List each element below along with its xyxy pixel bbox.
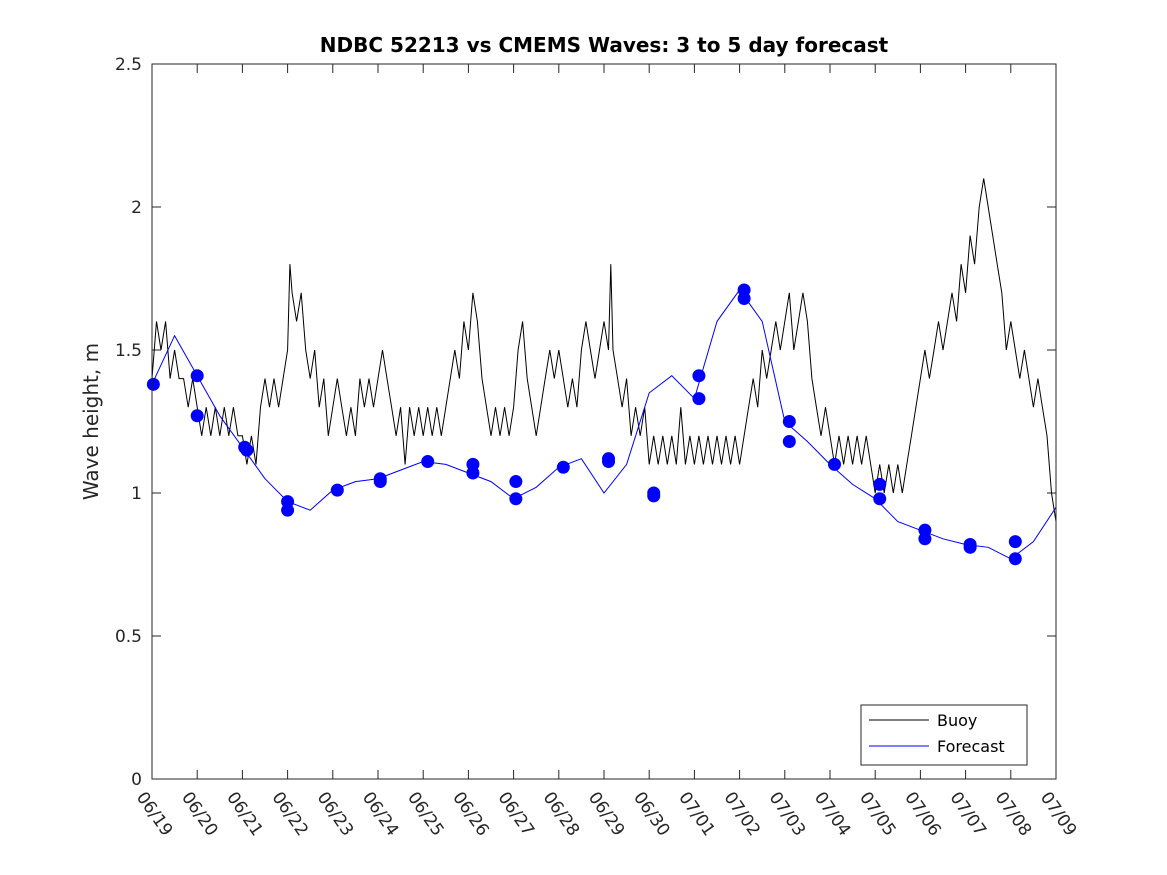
y-tick-label: 2.5 xyxy=(115,55,142,75)
forecast-marker xyxy=(190,409,204,423)
forecast-marker xyxy=(737,292,751,306)
legend-forecast-label: Forecast xyxy=(937,737,1005,756)
y-tick-label: 0.5 xyxy=(115,627,142,647)
y-tick-label: 1 xyxy=(131,484,142,504)
axes-box xyxy=(151,63,1057,780)
forecast-marker xyxy=(873,492,887,506)
legend-box xyxy=(860,704,1028,766)
forecast-markers xyxy=(146,283,1022,566)
y-axis-ticks: 0 0.5 1 1.5 2 2.5 xyxy=(115,55,1056,790)
series-line-buoy xyxy=(151,178,1057,522)
forecast-marker xyxy=(692,369,706,383)
plot-area xyxy=(152,64,1056,779)
legend-buoy-label: Buoy xyxy=(937,711,977,730)
forecast-marker xyxy=(692,392,706,406)
forecast-marker xyxy=(373,475,387,489)
y-tick-label: 2 xyxy=(131,198,142,218)
forecast-marker xyxy=(873,477,887,491)
forecast-marker xyxy=(190,369,204,383)
legend: Buoy Forecast xyxy=(860,704,1028,766)
chart-title: NDBC 52213 vs CMEMS Waves: 3 to 5 day fo… xyxy=(320,33,889,57)
forecast-marker xyxy=(963,540,977,554)
forecast-marker xyxy=(281,503,295,517)
forecast-marker xyxy=(602,455,616,469)
y-tick-label: 1.5 xyxy=(115,341,142,361)
forecast-marker xyxy=(466,466,480,480)
forecast-marker xyxy=(556,460,570,474)
forecast-marker xyxy=(509,475,523,489)
forecast-marker xyxy=(1008,552,1022,566)
forecast-marker xyxy=(421,455,435,469)
series-line-forecast xyxy=(151,289,1057,560)
y-axis-label: Wave height, m xyxy=(79,343,103,500)
forecast-marker xyxy=(782,435,796,449)
forecast-marker xyxy=(918,532,932,546)
forecast-marker xyxy=(1008,535,1022,549)
forecast-marker xyxy=(330,483,344,497)
forecast-marker xyxy=(509,492,523,506)
y-tick-label: 0 xyxy=(131,770,142,790)
forecast-marker xyxy=(240,443,254,457)
forecast-marker xyxy=(828,457,842,471)
series-layer xyxy=(151,178,1057,560)
forecast-marker xyxy=(647,489,661,503)
forecast-marker xyxy=(146,377,160,391)
forecast-marker xyxy=(782,415,796,428)
